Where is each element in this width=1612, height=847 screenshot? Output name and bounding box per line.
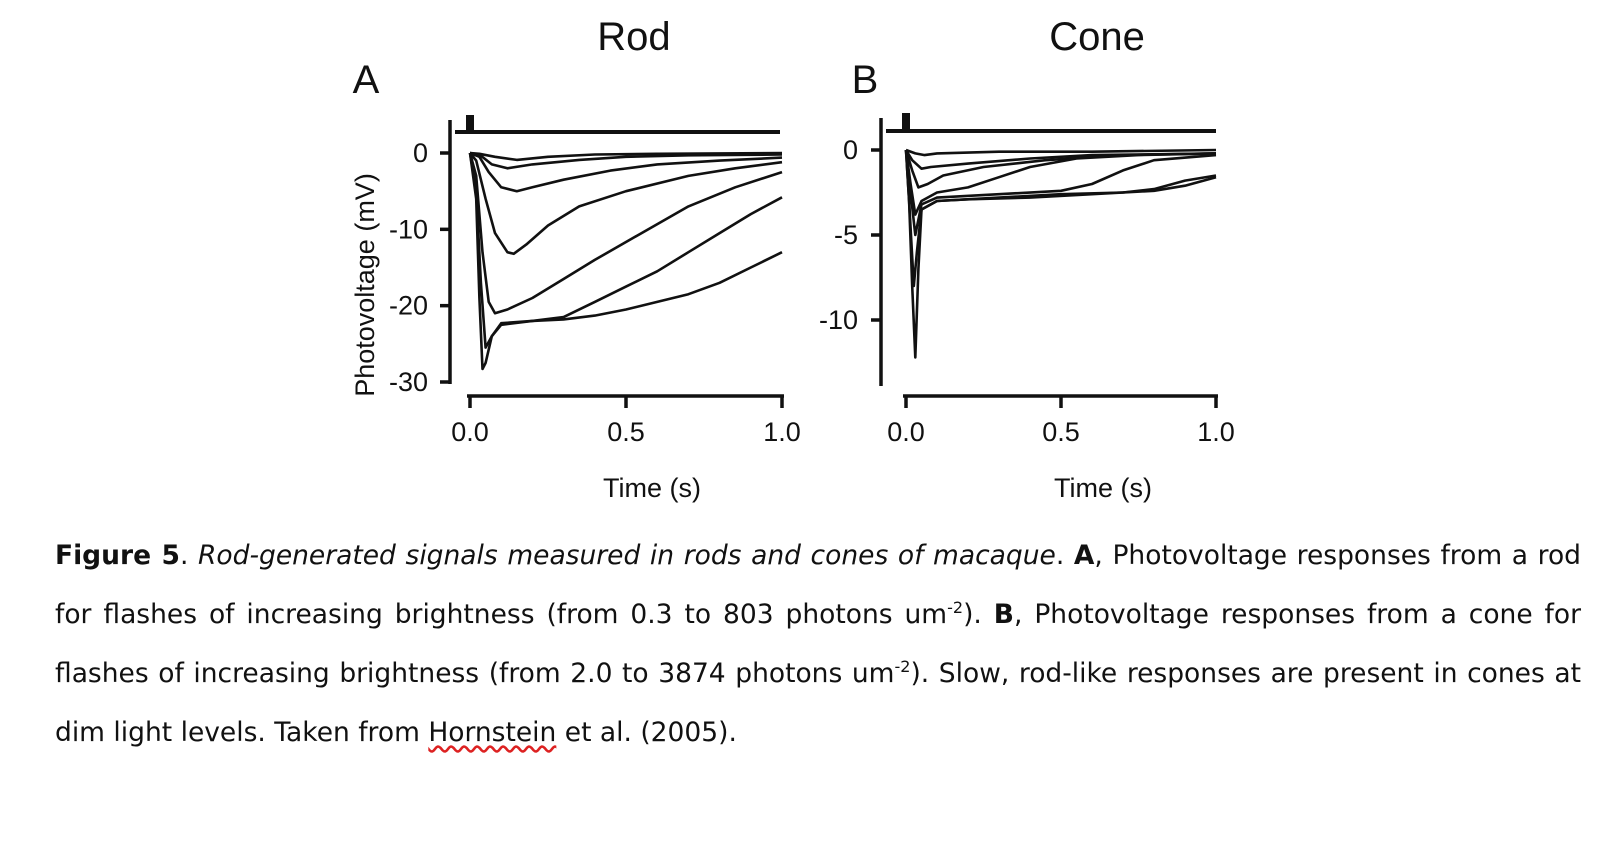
panel-b-y-tick-label: -5: [834, 220, 858, 250]
panel-b-x-tick-label: 0.5: [1042, 417, 1080, 447]
figure-graphic: Rod A Photovoltage (mV) Time (s) 0 -10 -20…: [350, 15, 1235, 503]
panel-a-trace-3: [469, 151, 783, 193]
panel-a-trace-1: [469, 151, 783, 162]
panel-a-x-tick-label: 1.0: [763, 417, 801, 447]
caption-part-b-end: ). Slow, rod-like responses are present …: [55, 658, 1581, 748]
panel-b-xlabel: Time (s): [1054, 473, 1152, 503]
panel-b-trace-5: [904, 149, 1217, 237]
panel-a-trace-4: [468, 152, 783, 256]
panel-b-x-tick-label: 0.0: [887, 417, 925, 447]
panel-b-traces: [904, 148, 1217, 359]
panel-b-y-tick-label: 0: [843, 135, 858, 165]
caption-part-a-end: ).: [963, 599, 994, 630]
panel-a-y-tick-label: 0: [413, 138, 428, 168]
panel-a-title: Rod: [597, 15, 670, 59]
panel-a-y-tick-label: -20: [389, 291, 428, 321]
panel-a: Rod A Photovoltage (mV) Time (s) 0 -10 -20…: [350, 15, 801, 503]
panel-a-letter: A: [353, 58, 380, 102]
caption-part-b-label: B: [993, 599, 1014, 630]
panel-b-trace-4: [904, 149, 1217, 216]
panel-a-ylabel: Photovoltage (mV): [350, 173, 380, 397]
panel-a-x-tick-label: 0.5: [607, 417, 645, 447]
panel-b-axes: 0 -5 -10 0.0 0.5 1.0: [819, 113, 1235, 447]
caption-title-separator: .: [1055, 540, 1074, 571]
panel-b-x-tick-label: 1.0: [1197, 417, 1235, 447]
panel-a-axes: 0 -10 -20 -30 0.0 0.5 1.0: [389, 115, 801, 447]
panel-b-letter: B: [852, 58, 879, 102]
caption-part-a-text: , Photovoltage responses from a rod for …: [55, 540, 1581, 630]
panel-b: Cone B Time (s) 0 -5 -10 0.0 0.5 1.0: [819, 15, 1235, 503]
panel-a-y-tick-label: -10: [389, 214, 428, 244]
caption-part-b-superscript: -2: [894, 657, 911, 677]
panel-b-trace-1: [905, 148, 1217, 157]
caption-figure-title: Rod-generated signals measured in rods a…: [198, 540, 1056, 571]
caption-figure-label: Figure 5: [55, 540, 180, 571]
panel-a-xlabel: Time (s): [603, 473, 701, 503]
panel-b-title: Cone: [1049, 15, 1145, 59]
caption-part-b-text: , Photovoltage responses from a cone for…: [55, 599, 1581, 689]
panel-a-traces: [468, 151, 783, 371]
panel-b-trace-7: [904, 149, 1217, 359]
caption-label-separator: .: [179, 540, 198, 571]
caption-part-a-label: A: [1073, 540, 1095, 571]
panel-b-y-tick-label: -10: [819, 305, 858, 335]
panel-a-stimulus-marker: [455, 115, 780, 134]
caption-part-a-superscript: -2: [947, 598, 964, 618]
panel-a-trace-6: [468, 152, 783, 349]
panel-a-x-tick-label: 0.0: [451, 417, 489, 447]
caption-citation-rest: et al. (2005).: [556, 717, 737, 748]
caption-citation-author: Hornstein: [428, 717, 557, 748]
panel-a-trace-2: [469, 151, 783, 170]
panel-a-trace-5: [468, 152, 783, 315]
panel-b-stimulus-marker: [886, 113, 1216, 133]
panel-b-trace-6: [904, 149, 1217, 288]
panel-a-y-tick-label: -30: [389, 367, 428, 397]
panel-a-trace-7: [468, 152, 783, 371]
panel-b-trace-2: [904, 149, 1217, 170]
figure-caption: Figure 5. Rod-generated signals measured…: [55, 526, 1581, 762]
